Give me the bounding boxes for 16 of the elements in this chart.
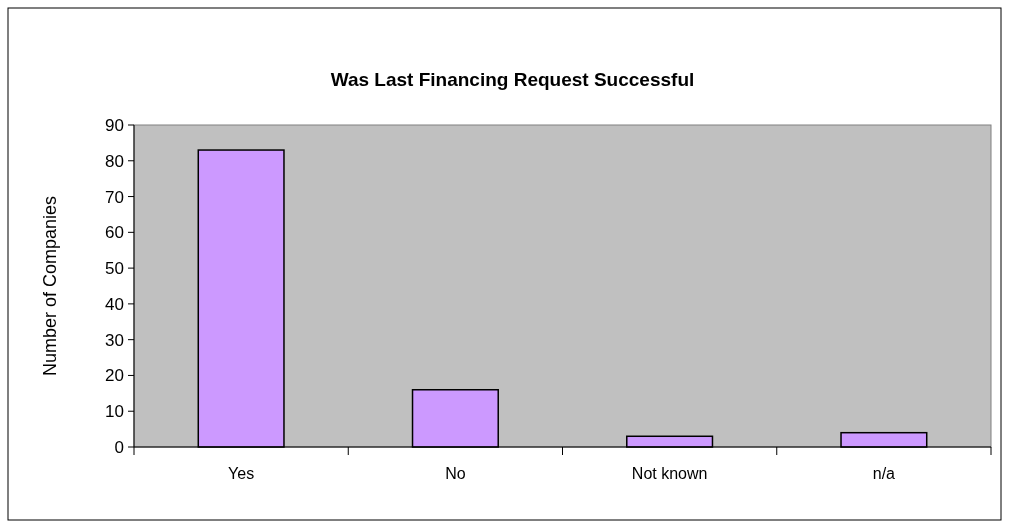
y-tick-label: 50 — [105, 259, 124, 279]
x-tick-label: n/a — [872, 465, 896, 482]
x-tick-label: Not known — [631, 465, 708, 482]
y-axis-title: Number of Companies — [40, 195, 60, 377]
x-tick-label: No — [445, 465, 466, 482]
y-tick-label: 80 — [105, 151, 124, 171]
y-tick-label: 40 — [105, 294, 124, 314]
y-tick-label: 70 — [105, 187, 124, 207]
y-tick-label: 20 — [105, 366, 124, 386]
y-tick-label: 30 — [105, 330, 124, 350]
y-tick-label: 60 — [105, 223, 124, 243]
chart-title: Was Last Financing Request Successful — [330, 69, 695, 90]
x-tick-label: Yes — [228, 465, 255, 482]
y-tick-label: 90 — [105, 115, 124, 135]
y-tick-label: 10 — [105, 402, 124, 422]
y-tick-label: 0 — [114, 437, 124, 457]
